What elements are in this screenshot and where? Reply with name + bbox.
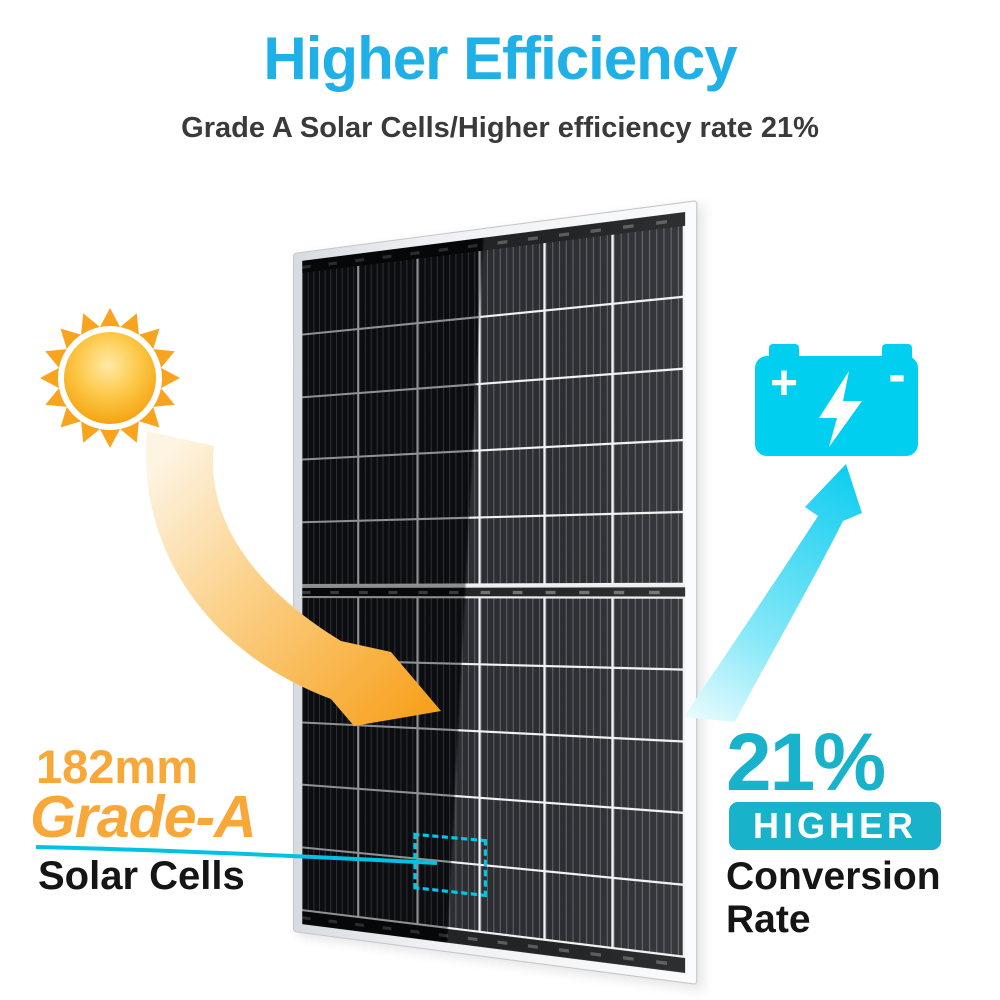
grade-label: Grade-A	[30, 784, 257, 850]
panel-frame	[293, 200, 698, 985]
panel-glass	[302, 211, 686, 974]
higher-badge: HIGHER	[729, 802, 941, 850]
solar-cells-label: Solar Cells	[38, 854, 245, 898]
panel-glare	[302, 211, 686, 974]
panel-to-battery-arrow	[684, 464, 862, 722]
battery-icon: + -	[755, 344, 918, 456]
page-title: Higher Efficiency	[263, 25, 737, 92]
percent-label: 21%	[726, 717, 886, 808]
cell-size-label: 182mm	[36, 740, 198, 793]
lightning-bolt-icon	[819, 371, 862, 447]
solar-panel	[293, 200, 698, 985]
battery-minus-label: -	[888, 346, 905, 404]
page-subtitle: Grade A Solar Cells/Higher efficiency ra…	[181, 112, 819, 144]
conversion-rate-label: Conversion Rate	[726, 855, 941, 941]
battery-plus-label: +	[770, 357, 798, 410]
sun-icon	[40, 308, 180, 448]
highlighted-cell-box	[413, 832, 487, 898]
